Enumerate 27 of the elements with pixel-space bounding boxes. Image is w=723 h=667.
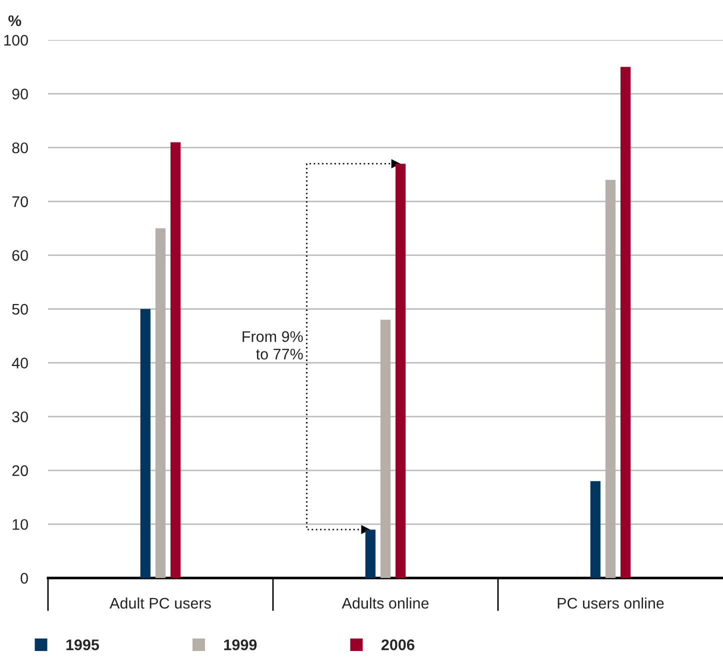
y-tick-label: 0 [20, 572, 28, 584]
bar [605, 180, 616, 578]
annotation: From 9% to 77% [242, 331, 303, 360]
x-tick-label: PC users online [558, 597, 664, 609]
bar [140, 309, 150, 578]
y-tick-label: 80 [12, 142, 28, 154]
y-tick-label: 10 [12, 519, 28, 530]
y-axis-title: % [8, 15, 22, 26]
y-tick-label: 30 [12, 411, 28, 422]
x-tick-label: Adults online [342, 597, 429, 609]
y-tick-label: 90 [12, 88, 28, 100]
bar [155, 228, 166, 578]
legend-label: 1995 [66, 639, 100, 650]
bar [396, 164, 406, 578]
y-tick-label: 40 [12, 358, 28, 368]
legend-label: 2006 [381, 639, 414, 650]
bar [590, 481, 600, 578]
y-tick-label: 20 [12, 465, 28, 476]
y-tick-label: 70 [12, 196, 28, 208]
y-tick-label: 100 [4, 34, 28, 46]
y-tick-label: 50 [12, 304, 28, 315]
bar [170, 142, 181, 578]
bar [380, 320, 391, 578]
y-tick-label: 60 [12, 250, 28, 261]
x-tick-label: Adult PC users [110, 597, 211, 609]
legend-label: 1999 [224, 639, 257, 650]
bar [620, 66, 631, 578]
